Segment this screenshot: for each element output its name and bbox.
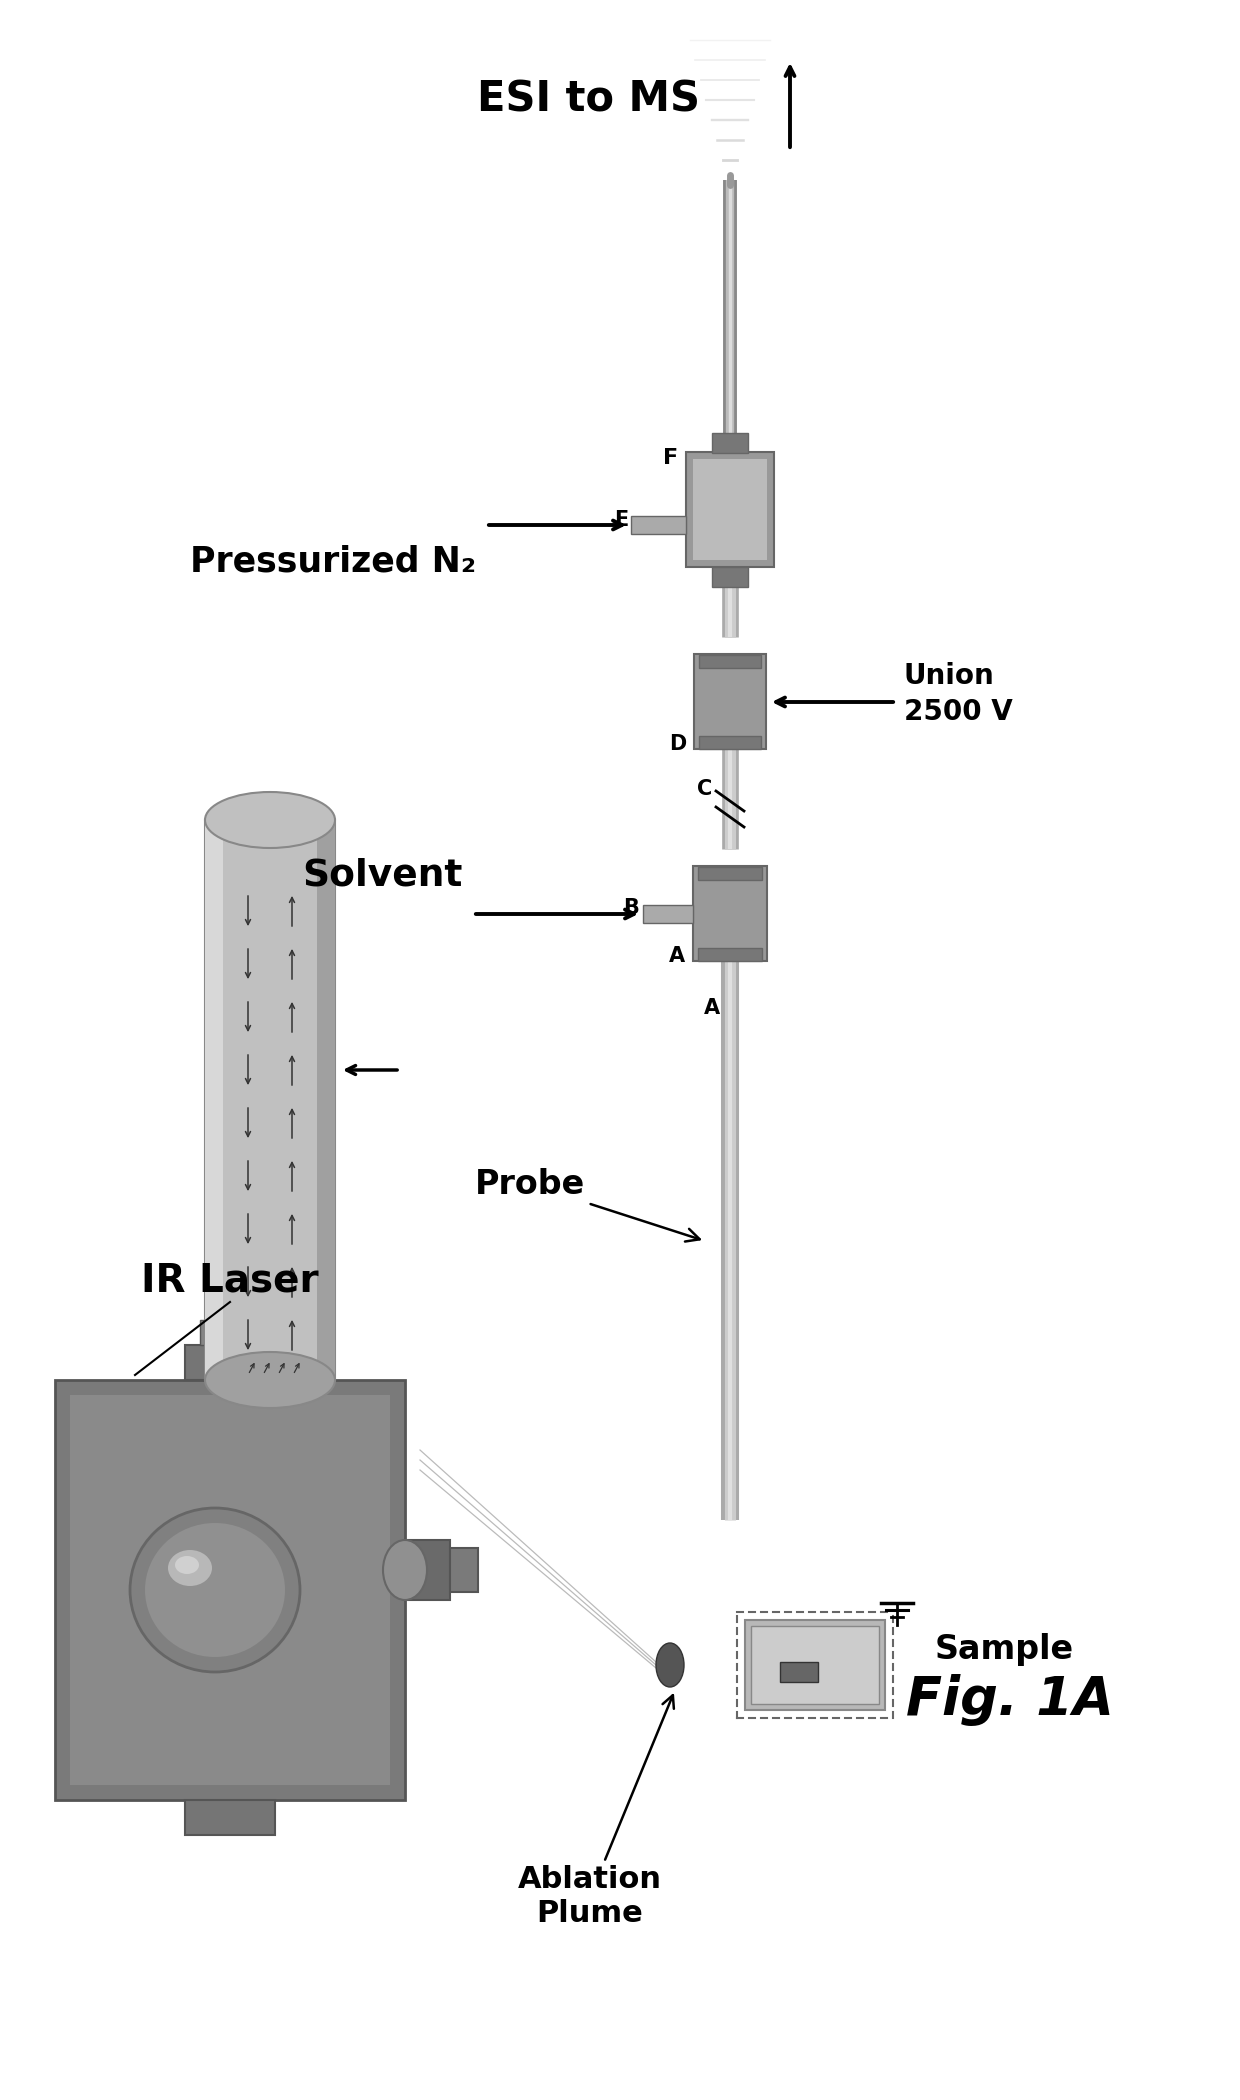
Text: Probe: Probe — [475, 1168, 699, 1241]
Bar — [644, 905, 693, 924]
Text: C: C — [697, 779, 712, 798]
Bar — [200, 1321, 260, 1344]
Text: B: B — [624, 899, 639, 918]
Text: Union
2500 V: Union 2500 V — [904, 662, 1013, 727]
Ellipse shape — [130, 1508, 300, 1672]
Text: Solvent: Solvent — [303, 859, 463, 895]
Bar — [780, 1661, 818, 1682]
Text: Ablation
Plume: Ablation Plume — [518, 1695, 673, 1928]
Text: F: F — [663, 447, 678, 468]
Text: ESI to MS: ESI to MS — [477, 80, 701, 122]
Bar — [185, 1800, 275, 1835]
Bar — [698, 867, 763, 880]
Text: Pressurized N₂: Pressurized N₂ — [190, 546, 476, 580]
Bar — [693, 460, 768, 561]
Ellipse shape — [205, 792, 335, 848]
Bar — [698, 947, 763, 962]
Bar — [694, 653, 766, 750]
Text: A: A — [668, 945, 684, 966]
Bar — [712, 567, 748, 588]
Text: Sample: Sample — [935, 1634, 1074, 1667]
Ellipse shape — [656, 1642, 684, 1686]
Bar — [699, 735, 761, 750]
Ellipse shape — [205, 1352, 335, 1407]
Bar — [55, 1380, 405, 1800]
Text: E: E — [614, 510, 627, 529]
Text: D: D — [668, 735, 686, 754]
Ellipse shape — [383, 1539, 427, 1600]
Bar — [631, 517, 686, 533]
Bar — [712, 433, 748, 454]
Bar — [745, 1619, 885, 1709]
Bar — [693, 865, 768, 962]
Bar — [751, 1625, 879, 1703]
Bar — [699, 655, 761, 668]
Ellipse shape — [175, 1556, 198, 1575]
Bar — [205, 819, 223, 1380]
Text: Fig. 1A: Fig. 1A — [906, 1674, 1114, 1726]
Bar — [205, 819, 335, 1380]
Bar — [405, 1539, 450, 1600]
Bar — [686, 452, 774, 567]
Ellipse shape — [167, 1550, 212, 1586]
Bar — [69, 1394, 391, 1785]
Text: IR Laser: IR Laser — [141, 1262, 319, 1300]
Bar — [450, 1548, 477, 1592]
Text: A: A — [704, 998, 720, 1018]
Bar — [185, 1344, 275, 1380]
Ellipse shape — [145, 1522, 285, 1657]
Bar — [317, 819, 335, 1380]
